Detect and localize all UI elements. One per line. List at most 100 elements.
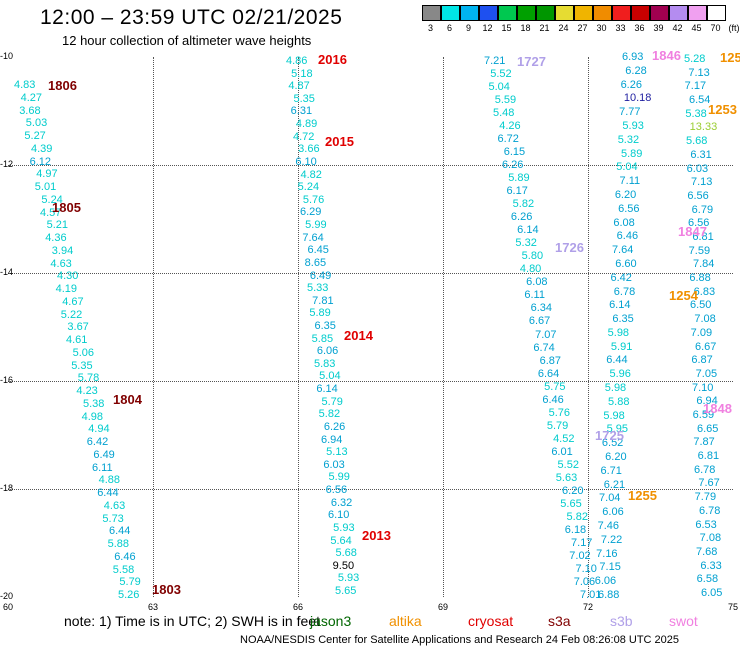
wave-height-value: 6.12 <box>29 155 52 168</box>
wave-height-value: 4.87 <box>288 80 310 93</box>
scale-swatch <box>707 5 726 21</box>
wave-height-value: 5.93 <box>337 572 360 585</box>
wave-height-value: 5.93 <box>622 119 644 132</box>
wave-height-value: 13.33 <box>689 121 718 134</box>
wave-height-value: 4.89 <box>295 118 318 131</box>
pass-label: 1725 <box>595 428 624 443</box>
scale-label: 12 <box>482 23 493 33</box>
wave-height-value: 6.11 <box>524 289 545 302</box>
scale-swatch <box>517 5 536 21</box>
wave-height-value: 6.59 <box>692 409 715 421</box>
pass-label: 1806 <box>48 78 77 93</box>
wave-height-value: 5.35 <box>71 359 93 372</box>
wave-height-value: 4.98 <box>81 410 104 423</box>
wave-height-value: 6.83 <box>693 285 716 298</box>
lon-label: 75 <box>728 602 739 612</box>
scale-unit: (ft) <box>728 23 740 33</box>
wave-height-value: 7.10 <box>692 381 714 394</box>
wave-height-value: 5.06 <box>72 346 95 359</box>
wave-height-value: 7.08 <box>694 313 716 326</box>
wave-height-value: 6.18 <box>564 523 587 536</box>
wave-height-value: 6.52 <box>601 437 624 450</box>
wave-height-value: 6.08 <box>613 216 635 229</box>
wave-height-value: 6.20 <box>605 451 627 464</box>
wave-height-value: 6.87 <box>691 354 713 367</box>
wave-height-value: 10.18 <box>623 92 652 105</box>
scale-swatch <box>479 5 498 21</box>
legend-jason3: jason3 <box>310 613 352 629</box>
wave-height-value: 6.87 <box>539 354 562 367</box>
wave-height-value: 5.58 <box>112 563 135 576</box>
scale-swatch <box>574 5 593 21</box>
wave-height-value: 5.18 <box>291 67 313 80</box>
map-subtitle: 12 hour collection of altimeter wave hei… <box>62 33 312 48</box>
wave-height-value: 4.97 <box>36 168 58 181</box>
wave-height-value: 7.21 <box>484 55 506 67</box>
wave-height-value: 6.20 <box>562 484 584 497</box>
wave-height-value: 5.04 <box>616 161 638 174</box>
wave-height-value: 6.20 <box>614 188 637 201</box>
pass-label: 1255 <box>628 488 657 503</box>
wave-height-value: 6.31 <box>690 148 712 161</box>
wave-height-value: 6.31 <box>290 105 313 118</box>
wave-height-value: 3.66 <box>298 143 320 156</box>
wave-height-value: 6.11 <box>92 461 113 474</box>
wave-height-value: 4.63 <box>103 499 126 512</box>
wave-height-value: 5.22 <box>60 308 83 321</box>
scale-swatch <box>612 5 631 21</box>
wave-height-value: 5.63 <box>555 471 578 484</box>
wave-height-value: 7.13 <box>688 66 710 79</box>
lat-label: -12 <box>0 159 14 169</box>
wave-height-value: 6.67 <box>695 340 717 353</box>
wave-height-value: 6.29 <box>300 206 322 219</box>
wave-height-value: 6.88 <box>689 272 711 285</box>
pass-label: 2016 <box>318 52 347 67</box>
wave-height-value: 6.28 <box>625 64 647 77</box>
wave-height-value: 5.52 <box>490 68 512 81</box>
wave-height-value: 7.22 <box>600 533 623 546</box>
pass-label: 1803 <box>152 582 181 597</box>
wave-height-value: 5.65 <box>560 497 582 510</box>
wave-height-value: 6.78 <box>699 504 721 517</box>
wave-height-value: 6.46 <box>114 550 136 563</box>
wave-height-value: 6.67 <box>528 315 551 328</box>
wave-height-value: 6.42 <box>610 271 632 284</box>
wave-height-value: 7.07 <box>535 328 557 341</box>
wave-height-value: 5.88 <box>107 538 130 550</box>
wave-height-value: 6.14 <box>517 224 539 237</box>
grid-line-lon-72 <box>588 57 589 597</box>
wave-height-value: 6.26 <box>501 159 524 172</box>
scale-label: 30 <box>596 23 607 33</box>
wave-height-value: 5.21 <box>46 219 69 232</box>
wave-height-value: 6.06 <box>602 506 624 519</box>
wave-height-value: 7.08 <box>699 532 722 545</box>
wave-height-value: 5.04 <box>488 81 510 94</box>
wave-height-value: 5.76 <box>302 193 325 206</box>
wave-height-value: 5.52 <box>557 458 579 471</box>
wave-height-value: 6.03 <box>686 162 709 175</box>
wave-height-value: 6.32 <box>330 496 353 509</box>
pass-label: 125 <box>720 50 740 65</box>
wave-height-value: 7.64 <box>302 231 324 244</box>
wave-height-value: 5.24 <box>41 193 63 206</box>
wave-height-value: 6.45 <box>307 244 329 257</box>
wave-height-value: 6.06 <box>594 575 617 588</box>
wave-height-value: 4.52 <box>553 432 575 445</box>
wave-height-value: 7.68 <box>696 545 718 558</box>
wave-height-value: 6.71 <box>600 464 622 477</box>
wave-height-value: 5.98 <box>607 326 630 339</box>
wave-height-value: 7.13 <box>691 176 713 189</box>
wave-height-value: 3.68 <box>19 104 41 117</box>
wave-height-value: 6.74 <box>533 341 555 354</box>
wave-height-value: 6.08 <box>526 276 548 289</box>
wave-height-value: 7.81 <box>312 294 334 307</box>
pass-label: 1726 <box>555 240 584 255</box>
scale-swatch <box>688 5 707 21</box>
wave-height-value: 5.64 <box>330 534 352 547</box>
wave-height-value: 5.38 <box>685 107 707 120</box>
grid-line-lat-18 <box>8 489 733 490</box>
wave-height-value: 5.68 <box>686 135 708 148</box>
legend-s3a: s3a <box>548 613 571 629</box>
wave-height-value: 5.82 <box>318 408 341 421</box>
grid-line-lat-16 <box>8 381 733 382</box>
